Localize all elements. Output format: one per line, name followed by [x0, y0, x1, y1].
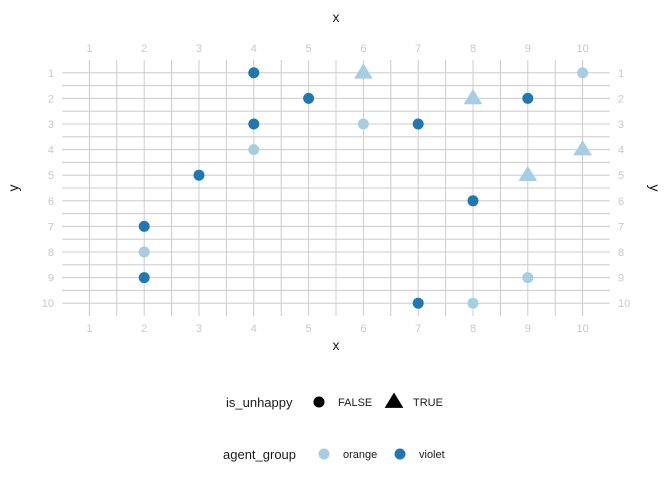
data-point-circle	[467, 195, 479, 207]
data-point-triangle	[573, 140, 592, 156]
x-tick-label-top: 10	[576, 43, 588, 55]
y-tick-label-right: 10	[618, 298, 630, 310]
data-point-circle	[193, 169, 205, 181]
y-tick-label-left: 6	[48, 196, 54, 208]
x-tick-label-top: 9	[525, 43, 531, 55]
legend-label: FALSE	[338, 397, 372, 409]
data-point-circle	[467, 297, 479, 309]
data-point-circle	[138, 272, 150, 284]
tick-labels: 1 1 2 2 3 3 4 4 5 5 6 6 7 7 8 8 9 9 10 10 1 1 2 2 3 3 4 4 5 5 6 6 7 7 8 8 9 9…	[42, 43, 631, 335]
data-point-circle	[412, 118, 424, 130]
y-tick-label-right: 9	[618, 273, 624, 285]
legend-key-triangle	[384, 392, 404, 408]
y-tick-label-right: 7	[618, 221, 624, 233]
y-axis-title-right: y	[647, 185, 663, 192]
data-point-circle	[357, 118, 369, 130]
x-tick-label-top: 2	[141, 43, 147, 55]
y-tick-label-left: 2	[48, 93, 54, 105]
x-tick-label-top: 6	[360, 43, 366, 55]
legend-key-color	[394, 448, 406, 460]
x-tick-label-top: 7	[415, 43, 421, 55]
data-point-circle	[248, 144, 260, 156]
x-tick-label-bottom: 4	[251, 323, 257, 335]
x-axis-title-top: x	[333, 9, 340, 25]
data-point-circle	[138, 220, 150, 232]
x-tick-label-bottom: 2	[141, 323, 147, 335]
data-point-circle	[138, 246, 150, 258]
x-tick-label-bottom: 8	[470, 323, 476, 335]
y-tick-label-left: 7	[48, 221, 54, 233]
y-tick-label-right: 1	[618, 68, 624, 80]
legend-label: orange	[343, 449, 377, 461]
y-tick-label-right: 2	[618, 93, 624, 105]
x-tick-label-bottom: 6	[360, 323, 366, 335]
legend-color: agent_group orange violet	[223, 447, 445, 462]
x-tick-label-top: 3	[196, 43, 202, 55]
x-tick-label-top: 4	[251, 43, 257, 55]
data-point-triangle	[354, 63, 373, 79]
data-points	[138, 63, 592, 309]
y-tick-label-left: 9	[48, 273, 54, 285]
x-axis-title-bottom: x	[333, 337, 340, 353]
x-tick-label-bottom: 10	[576, 323, 588, 335]
data-point-circle	[303, 92, 315, 104]
y-tick-label-right: 8	[618, 247, 624, 259]
data-point-triangle	[463, 88, 483, 105]
data-point-circle	[248, 118, 260, 130]
legend-shape-title: is_unhappy	[226, 395, 293, 410]
legend-key-color	[318, 448, 330, 460]
y-tick-label-left: 5	[48, 170, 54, 182]
data-point-circle	[522, 92, 534, 104]
x-tick-label-top: 8	[470, 43, 476, 55]
x-tick-label-top: 1	[86, 43, 92, 55]
y-tick-label-left: 10	[42, 298, 54, 310]
legend-label: TRUE	[413, 397, 443, 409]
y-tick-label-right: 5	[618, 170, 624, 182]
data-point-circle	[248, 67, 260, 79]
y-tick-label-left: 3	[48, 119, 54, 131]
y-axis-title-left: y	[5, 185, 21, 192]
y-tick-label-left: 8	[48, 247, 54, 259]
y-tick-label-left: 4	[48, 145, 54, 157]
data-point-circle	[577, 67, 589, 79]
x-tick-label-bottom: 9	[525, 323, 531, 335]
legend-key-circle	[313, 396, 325, 408]
legend-shape: is_unhappy FALSE TRUE	[226, 392, 443, 410]
data-point-circle	[522, 272, 534, 284]
x-tick-label-bottom: 3	[196, 323, 202, 335]
data-point-circle	[412, 297, 424, 309]
x-tick-label-top: 5	[306, 43, 312, 55]
x-tick-label-bottom: 1	[86, 323, 92, 335]
y-tick-label-right: 4	[618, 145, 624, 157]
data-point-triangle	[518, 165, 538, 182]
y-tick-label-right: 3	[618, 119, 624, 131]
legend-color-title: agent_group	[223, 447, 296, 462]
x-tick-label-bottom: 7	[415, 323, 421, 335]
y-tick-label-right: 6	[618, 196, 624, 208]
x-tick-label-bottom: 5	[306, 323, 312, 335]
legend-label: violet	[419, 449, 445, 461]
y-tick-label-left: 1	[48, 68, 54, 80]
grid-lines	[62, 60, 610, 316]
